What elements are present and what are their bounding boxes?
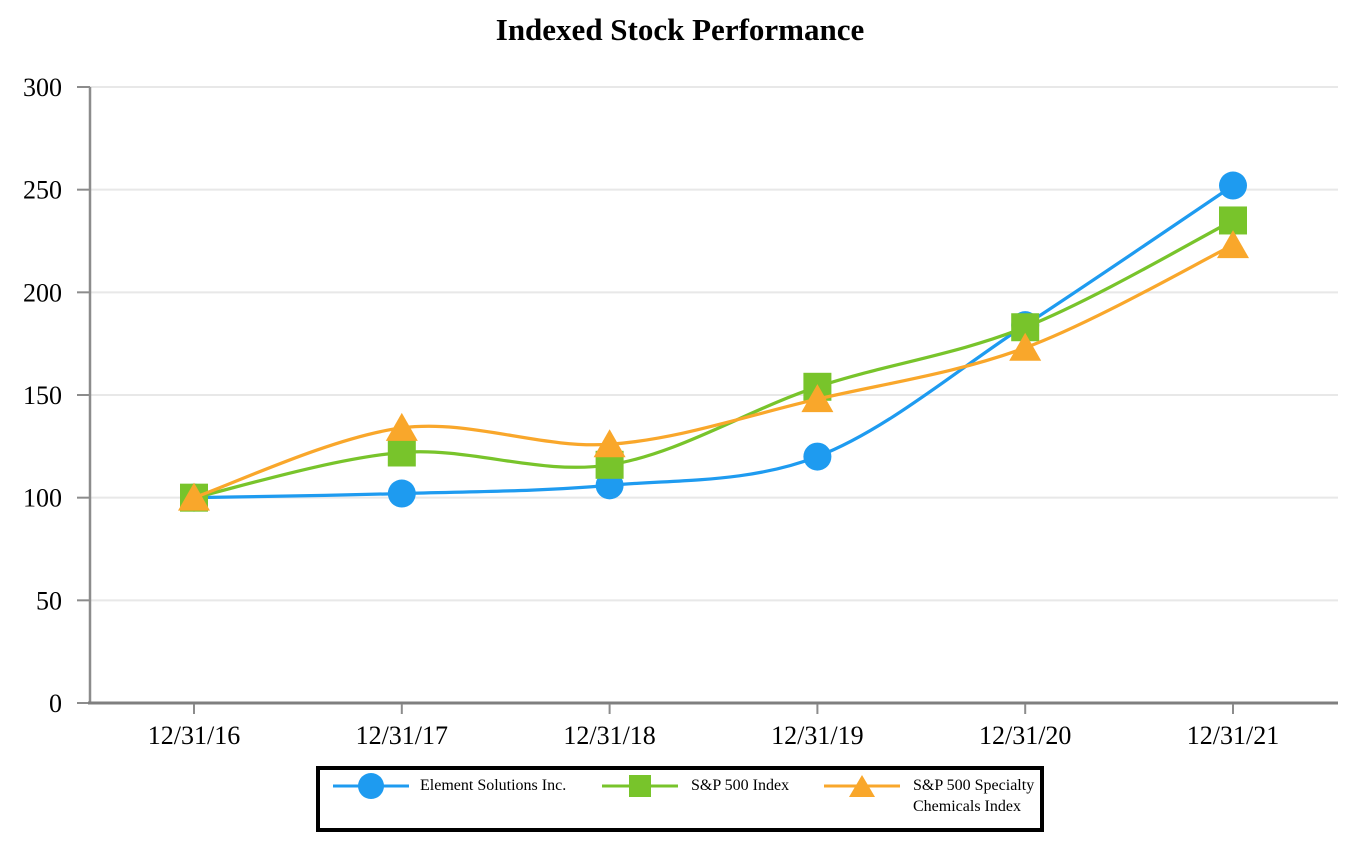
- series-line-s-p-500-specialty-chemicals-index: [193, 243, 1234, 500]
- legend-box: Element Solutions Inc. S&P 500 Index S&P…: [316, 766, 1044, 832]
- legend-label-element-solutions: Element Solutions Inc.: [420, 777, 567, 794]
- legend-label-sp500: S&P 500 Index: [691, 777, 790, 794]
- marker-triangle-s-p-500-specialty-chemicals-index: [1217, 230, 1249, 259]
- y-tick-label: 150: [23, 381, 62, 410]
- marker-triangle-s-p-500-specialty-chemicals-index: [593, 429, 626, 458]
- series-line-element-solutions-inc: [193, 184, 1234, 500]
- y-tick-label: 50: [36, 586, 62, 615]
- y-tick-label: 100: [23, 484, 62, 513]
- y-tick-label: 0: [49, 689, 62, 718]
- legend-key-element-solutions: [333, 773, 409, 799]
- y-tick-label: 300: [23, 73, 62, 102]
- triangle-marker-icon: [849, 775, 875, 797]
- legend-label-specialty-chemicals: S&P 500 Specialty Chemicals Index: [913, 777, 1035, 815]
- marker-square-s-p-500-index: [1219, 206, 1247, 235]
- x-tick-label: 12/31/17: [356, 721, 448, 750]
- marker-circle-element-solutions-inc: [803, 442, 832, 471]
- chart-title: Indexed Stock Performance: [495, 12, 865, 47]
- marker-triangle-s-p-500-specialty-chemicals-index: [385, 412, 418, 441]
- marker-triangle-s-p-500-specialty-chemicals-index: [1009, 332, 1042, 361]
- marker-circle-element-solutions-inc: [387, 479, 416, 508]
- square-marker-icon: [629, 775, 651, 797]
- x-tick-label: 12/31/18: [563, 721, 655, 750]
- marker-square-s-p-500-index: [387, 438, 416, 467]
- series-line-s-p-500-index: [193, 219, 1234, 500]
- marker-circle-element-solutions-inc: [1219, 171, 1247, 200]
- legend-key-sp500: [602, 775, 678, 797]
- x-tick-label: 12/31/21: [1187, 721, 1279, 750]
- y-tick-label: 250: [23, 176, 62, 205]
- marker-triangle-s-p-500-specialty-chemicals-index: [178, 482, 210, 511]
- x-tick-label: 12/31/20: [979, 721, 1071, 750]
- marker-triangle-s-p-500-specialty-chemicals-index: [801, 384, 834, 413]
- x-tick-label: 12/31/19: [771, 721, 863, 750]
- legend-key-specialty-chemicals: [824, 775, 900, 797]
- y-tick-label: 200: [23, 278, 62, 307]
- x-tick-label: 12/31/16: [148, 721, 240, 750]
- circle-marker-icon: [358, 773, 384, 799]
